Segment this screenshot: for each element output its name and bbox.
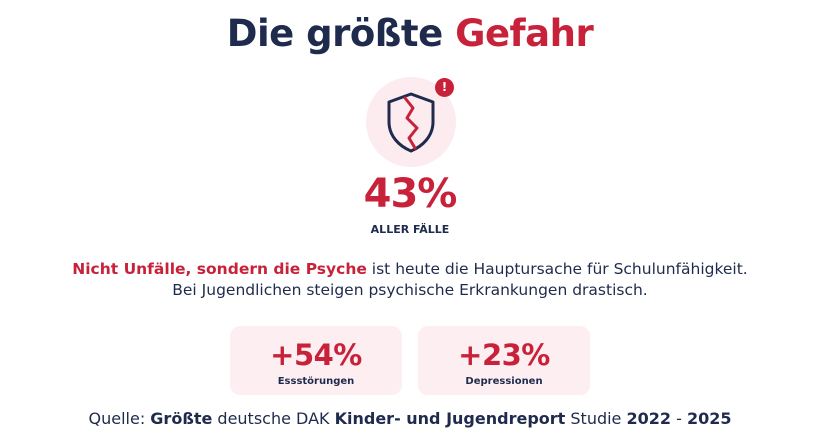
title-part-2: Gefahr — [455, 12, 594, 55]
stat-value: +54% — [270, 338, 362, 372]
description-line-2: Bei Jugendlichen steigen psychische Erkr… — [172, 281, 648, 299]
source-bold-2: Kinder- und Jugendreport — [334, 409, 566, 428]
stat-label: Depressionen — [465, 376, 543, 387]
source-prefix: Quelle: — [88, 409, 151, 428]
stat-card-eating-disorders: +54% Essstörungen — [230, 326, 402, 395]
stat-card-depression: +23% Depressionen — [418, 326, 590, 395]
main-percentage-label: ALLER FÄLLE — [370, 223, 450, 236]
main-percentage: 43% — [363, 171, 458, 217]
page-title: Die größte Gefahr — [0, 12, 820, 55]
broken-shield-icon — [387, 92, 435, 153]
source-bold-1: Größte — [150, 409, 213, 428]
source-citation: Quelle: Größte deutsche DAK Kinder- und … — [0, 409, 820, 428]
alert-badge: ! — [435, 78, 454, 97]
source-text-2: Studie — [565, 409, 627, 428]
stat-label: Essstörungen — [277, 376, 355, 387]
hero-icon-group: ! — [366, 77, 456, 167]
source-text-1: deutsche DAK — [212, 409, 335, 428]
stat-value: +23% — [458, 338, 550, 372]
description-line-1: ist heute die Hauptursache für Schulunfä… — [366, 260, 748, 278]
source-year-start: 2022 — [626, 409, 672, 428]
title-part-1: Die größte — [226, 12, 456, 55]
source-dash: - — [671, 409, 687, 428]
source-year-end: 2025 — [686, 409, 732, 428]
description-highlight: Nicht Unfälle, sondern die Psyche — [72, 260, 367, 278]
description: Nicht Unfälle, sondern die Psyche ist he… — [0, 259, 820, 301]
